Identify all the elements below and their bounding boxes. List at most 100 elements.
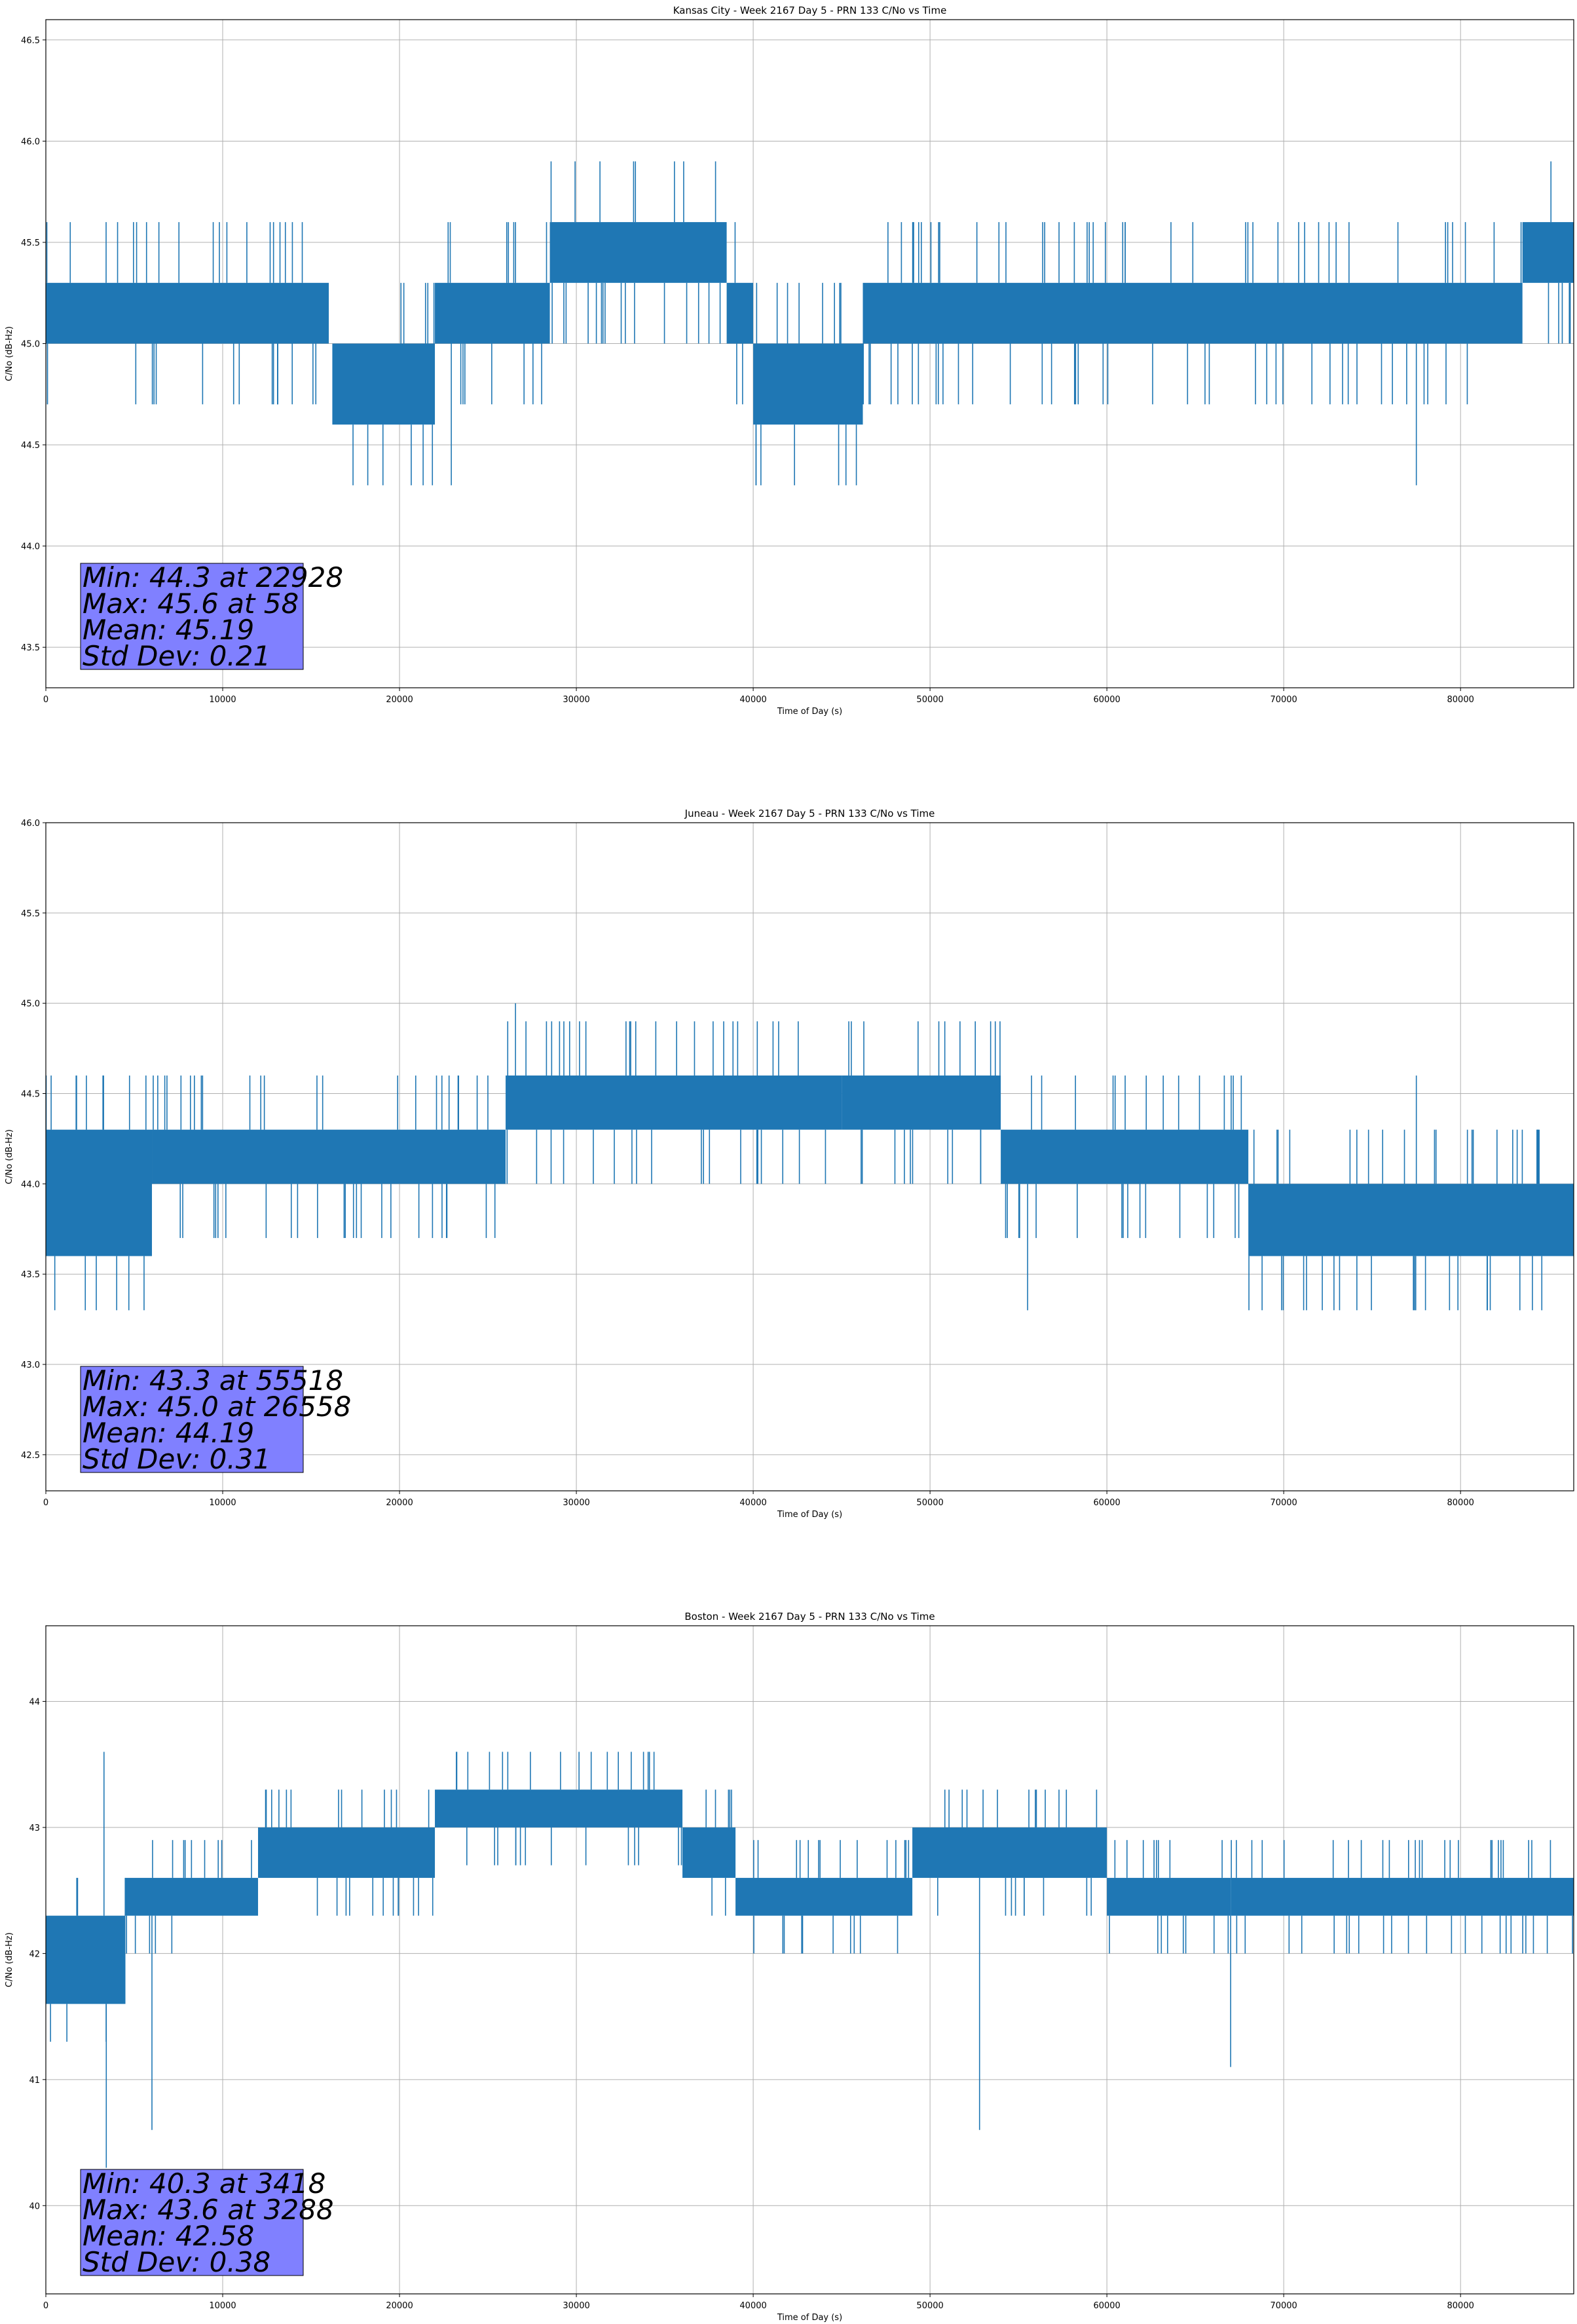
- x-tick-label: 0: [43, 695, 48, 705]
- stats-line: Max: 45.6 at 58: [83, 588, 299, 620]
- y-tick-label: 46.0: [21, 137, 40, 147]
- stats-line: Max: 45.0 at 26558: [83, 1391, 351, 1423]
- x-tick-label: 80000: [1447, 2301, 1474, 2311]
- data-band: [753, 343, 863, 425]
- data-band: [506, 1075, 842, 1130]
- y-tick-label: 44.0: [21, 1180, 40, 1190]
- stats-line: Mean: 45.19: [83, 614, 254, 646]
- stats-box: [80, 2169, 304, 2276]
- x-tick-label: 0: [43, 2301, 48, 2311]
- plot-frame: [45, 19, 1574, 688]
- y-tick-label: 44: [29, 1697, 40, 1707]
- stats-line: Mean: 42.58: [83, 2220, 254, 2252]
- y-tick-label: 44.5: [21, 1090, 40, 1100]
- stats-line: Std Dev: 0.31: [83, 1443, 270, 1475]
- x-tick-label: 50000: [916, 2301, 943, 2311]
- y-tick-label: 45.5: [21, 909, 40, 919]
- stats-line: Max: 43.6 at 3288: [83, 2194, 334, 2226]
- y-tick-label: 43: [29, 1824, 40, 1833]
- x-tick-label: 80000: [1447, 695, 1474, 705]
- stats-box: [80, 1366, 304, 1473]
- x-tick-label: 60000: [1093, 2301, 1120, 2311]
- y-axis-label: C/No (dB-Hz): [5, 1932, 14, 1987]
- x-tick-label: 10000: [209, 2301, 236, 2311]
- stats-line: Min: 44.3 at 22928: [83, 561, 343, 593]
- y-axis-label: C/No (dB-Hz): [5, 1129, 14, 1184]
- y-tick-label: 43.5: [21, 643, 40, 653]
- x-tick-label: 60000: [1093, 1498, 1120, 1508]
- x-tick-label: 30000: [563, 2301, 589, 2311]
- y-tick-label: 41: [29, 2076, 40, 2086]
- y-tick-label: 45.0: [21, 1000, 40, 1009]
- x-tick-label: 70000: [1270, 1498, 1297, 1508]
- series-line: [45, 1003, 1574, 1311]
- data-band: [152, 1129, 506, 1184]
- x-axis-label: Time of Day (s): [777, 707, 842, 717]
- x-tick-label: 10000: [209, 695, 236, 705]
- data-band: [735, 1877, 913, 1916]
- data-band: [125, 1877, 259, 1916]
- stats-line: Min: 40.3 at 3418: [83, 2167, 325, 2200]
- y-axis-label: C/No (dB-Hz): [5, 326, 14, 381]
- data-band: [46, 1915, 126, 2004]
- plot-frame: [45, 1625, 1574, 2295]
- x-tick-label: 10000: [209, 1498, 236, 1508]
- chart-title: Boston - Week 2167 Day 5 - PRN 133 C/No …: [684, 1611, 935, 1622]
- stats-line: Min: 43.3 at 55518: [83, 1364, 343, 1396]
- chart-panel-3: Boston - Week 2167 Day 5 - PRN 133 C/No …: [5, 1611, 1574, 2323]
- data-band: [1001, 1129, 1249, 1184]
- y-tick-label: 43.5: [21, 1270, 40, 1280]
- stats-line: Mean: 44.19: [83, 1417, 254, 1449]
- x-axis-label: Time of Day (s): [777, 1510, 842, 1520]
- data-band: [842, 1075, 1001, 1130]
- x-tick-label: 40000: [739, 1498, 766, 1508]
- x-tick-label: 20000: [386, 695, 413, 705]
- data-band: [1231, 1877, 1574, 1916]
- data-band: [912, 1827, 1107, 1878]
- x-tick-label: 30000: [563, 695, 589, 705]
- y-tick-label: 42: [29, 1949, 40, 1959]
- data-band: [863, 282, 1523, 344]
- x-tick-label: 0: [43, 1498, 48, 1508]
- x-tick-label: 50000: [916, 695, 943, 705]
- data-band: [258, 1827, 436, 1878]
- data-band: [682, 1827, 736, 1878]
- stats-box: [80, 563, 304, 670]
- data-band: [549, 222, 727, 283]
- data-band: [46, 1129, 153, 1256]
- data-band: [435, 1790, 683, 1827]
- x-tick-label: 70000: [1270, 2301, 1297, 2311]
- y-tick-label: 46.5: [21, 36, 40, 46]
- x-tick-label: 40000: [739, 2301, 766, 2311]
- data-band: [1107, 1877, 1231, 1916]
- data-band: [1248, 1184, 1574, 1256]
- series-line: [46, 1752, 1574, 2168]
- chart-title: Juneau - Week 2167 Day 5 - PRN 133 C/No …: [684, 808, 935, 819]
- data-band: [46, 282, 329, 344]
- data-band: [1522, 222, 1574, 283]
- chart-title: Kansas City - Week 2167 Day 5 - PRN 133 …: [673, 5, 947, 16]
- chart-panel-2: Juneau - Week 2167 Day 5 - PRN 133 C/No …: [5, 808, 1574, 1520]
- x-tick-label: 20000: [386, 1498, 413, 1508]
- x-axis-label: Time of Day (s): [777, 2313, 842, 2323]
- y-tick-label: 40: [29, 2202, 40, 2211]
- stats-line: Std Dev: 0.38: [83, 2246, 270, 2278]
- plot-frame: [45, 822, 1574, 1491]
- y-tick-label: 44.0: [21, 542, 40, 552]
- chart-panel-1: Kansas City - Week 2167 Day 5 - PRN 133 …: [5, 5, 1574, 717]
- y-tick-label: 43.0: [21, 1360, 40, 1370]
- stats-line: Std Dev: 0.21: [83, 640, 270, 672]
- data-band: [726, 282, 754, 344]
- series-line: [46, 161, 1574, 485]
- y-tick-label: 45.5: [21, 238, 40, 248]
- x-tick-label: 60000: [1093, 695, 1120, 705]
- x-tick-label: 40000: [739, 695, 766, 705]
- data-band: [435, 282, 550, 344]
- y-tick-label: 46.0: [21, 819, 40, 829]
- x-tick-label: 50000: [916, 1498, 943, 1508]
- y-tick-label: 44.5: [21, 441, 40, 451]
- x-tick-label: 30000: [563, 1498, 589, 1508]
- y-tick-label: 45.0: [21, 340, 40, 350]
- x-tick-label: 20000: [386, 2301, 413, 2311]
